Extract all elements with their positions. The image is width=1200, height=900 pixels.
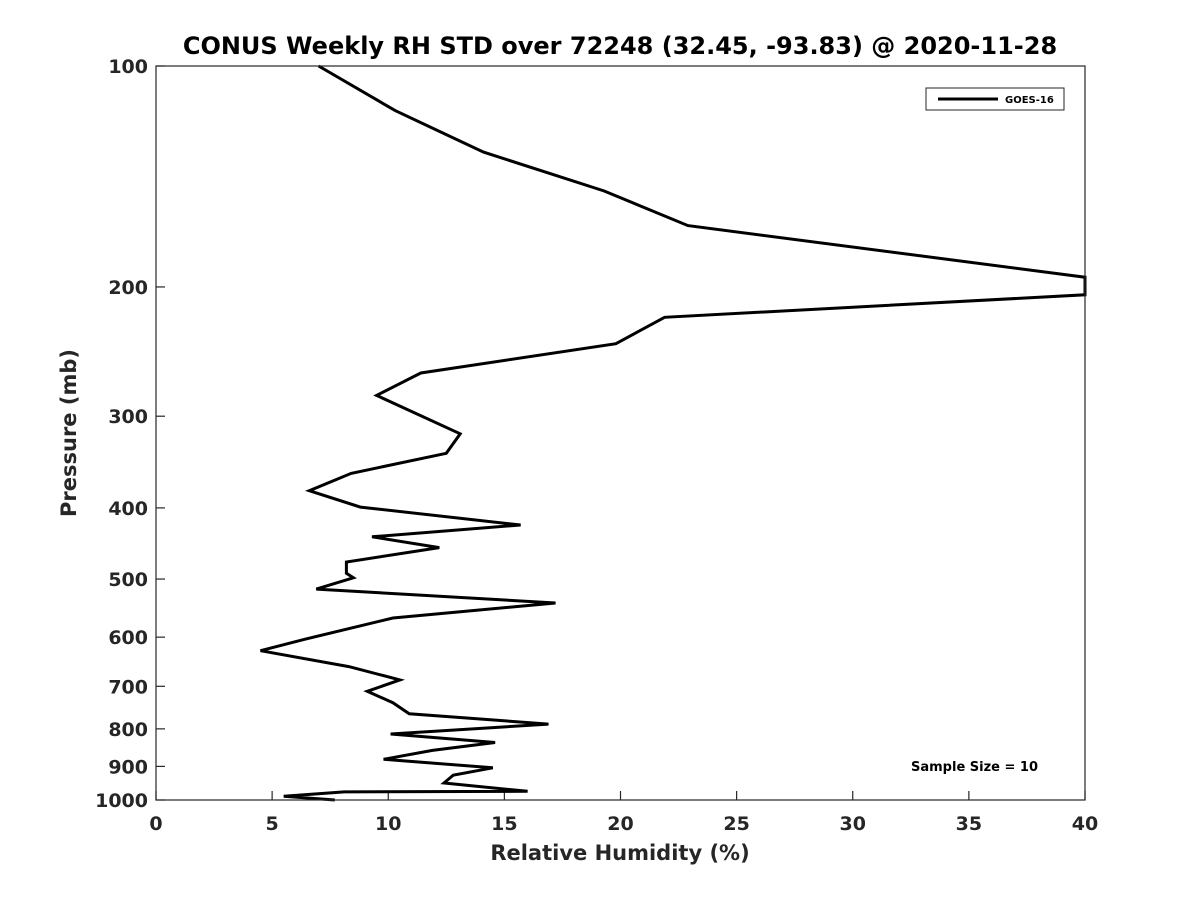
x-tick-label: 40 xyxy=(1072,813,1098,835)
x-tick-label: 35 xyxy=(956,813,982,835)
x-tick-label: 5 xyxy=(266,813,279,835)
y-tick-label: 800 xyxy=(108,719,148,741)
series-line-goes-16 xyxy=(260,64,1087,802)
y-axis-ticks: 100 200 300 400 500 600 700 800 900 1000 xyxy=(95,56,165,812)
x-tick-label: 15 xyxy=(491,813,517,835)
legend-label-goes-16: GOES-16 xyxy=(1005,95,1054,106)
y-axis-label: Pressure (mb) xyxy=(57,349,81,517)
y-tick-label: 500 xyxy=(108,569,148,591)
y-tick-label: 900 xyxy=(108,756,148,778)
sample-size-annotation: Sample Size = 10 xyxy=(911,760,1038,775)
y-tick-label: 200 xyxy=(108,277,148,299)
plot-frame xyxy=(155,65,1086,801)
y-tick-label: 100 xyxy=(108,56,148,78)
y-tick-label: 300 xyxy=(108,406,148,428)
x-tick-label: 10 xyxy=(375,813,401,835)
series-layer xyxy=(260,64,1087,802)
x-axis-label: Relative Humidity (%) xyxy=(490,841,749,865)
legend: GOES-16 xyxy=(925,87,1065,111)
x-tick-label: 30 xyxy=(840,813,866,835)
x-tick-label: 0 xyxy=(149,813,162,835)
y-tick-label: 700 xyxy=(108,676,148,698)
x-tick-label: 20 xyxy=(607,813,633,835)
y-tick-label: 600 xyxy=(108,627,148,649)
x-tick-label: 25 xyxy=(723,813,749,835)
x-axis-ticks: 0 5 10 15 20 25 30 35 40 xyxy=(149,791,1098,835)
chart-title: CONUS Weekly RH STD over 72248 (32.45, -… xyxy=(183,32,1057,60)
y-tick-label: 1000 xyxy=(95,790,148,812)
y-tick-label: 400 xyxy=(108,498,148,520)
